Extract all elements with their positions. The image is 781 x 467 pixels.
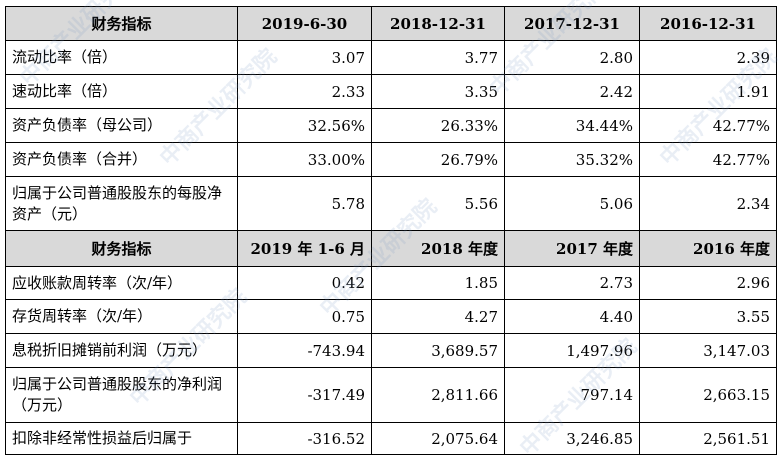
row-label: 速动比率（倍） bbox=[5, 74, 238, 109]
value-cell: 3,689.57 bbox=[371, 333, 505, 368]
table-row: 归属于公司普通股股东的每股净资产（元） 5.78 5.56 5.06 2.34 bbox=[5, 176, 777, 231]
table-row: 归属于公司普通股股东的净利润（万元） -317.49 2,811.66 797.… bbox=[5, 367, 777, 423]
value-cell: 4.27 bbox=[371, 299, 505, 334]
value-cell: 3.77 bbox=[371, 40, 505, 75]
value-cell: 3.35 bbox=[371, 74, 505, 109]
header-cell: 2018-12-31 bbox=[371, 6, 505, 41]
financial-indicators-table: 财务指标 2019-6-30 2018-12-31 2017-12-31 201… bbox=[5, 6, 777, 455]
value-cell: 3.07 bbox=[237, 40, 372, 75]
table-row: 息税折旧摊销前利润（万元） -743.94 3,689.57 1,497.96 … bbox=[5, 333, 777, 368]
table-row: 资产负债率（合并） 33.00% 26.79% 35.32% 42.77% bbox=[5, 142, 777, 177]
header-cell: 2016 年度 bbox=[639, 230, 777, 267]
header-cell: 2019 年 1-6 月 bbox=[237, 230, 372, 267]
value-cell: 797.14 bbox=[504, 367, 640, 423]
value-cell: 2,663.15 bbox=[639, 367, 777, 423]
value-cell: 5.56 bbox=[371, 176, 505, 231]
table-row: 资产负债率（母公司） 32.56% 26.33% 34.44% 42.77% bbox=[5, 108, 777, 143]
table-row: 应收账款周转率（次/年） 0.42 1.85 2.73 2.96 bbox=[5, 266, 777, 300]
value-cell: 3.55 bbox=[639, 299, 777, 334]
value-cell: 2.42 bbox=[504, 74, 640, 109]
value-cell: 2.33 bbox=[237, 74, 372, 109]
table-row: 存货周转率（次/年） 0.75 4.27 4.40 3.55 bbox=[5, 299, 777, 334]
row-label: 资产负债率（母公司） bbox=[5, 108, 238, 143]
value-cell: 5.78 bbox=[237, 176, 372, 231]
row-label: 资产负债率（合并） bbox=[5, 142, 238, 177]
value-cell: -743.94 bbox=[237, 333, 372, 368]
header-cell: 2019-6-30 bbox=[237, 6, 372, 41]
value-cell: 1,497.96 bbox=[504, 333, 640, 368]
value-cell: 5.06 bbox=[504, 176, 640, 231]
value-cell: 3,147.03 bbox=[639, 333, 777, 368]
row-label: 息税折旧摊销前利润（万元） bbox=[5, 333, 238, 368]
table-row: 扣除非经常性损益后归属于 -316.52 2,075.64 3,246.85 2… bbox=[5, 422, 777, 455]
value-cell: -316.52 bbox=[237, 422, 372, 455]
table-header-row: 财务指标 2019 年 1-6 月 2018 年度 2017 年度 2016 年… bbox=[5, 230, 777, 267]
value-cell: 2.80 bbox=[504, 40, 640, 75]
value-cell: 1.85 bbox=[371, 266, 505, 300]
value-cell: 32.56% bbox=[237, 108, 372, 143]
value-cell: 42.77% bbox=[639, 108, 777, 143]
value-cell: 2,561.51 bbox=[639, 422, 777, 455]
value-cell: 2,075.64 bbox=[371, 422, 505, 455]
value-cell: 3,246.85 bbox=[504, 422, 640, 455]
value-cell: 42.77% bbox=[639, 142, 777, 177]
value-cell: 2.34 bbox=[639, 176, 777, 231]
row-label: 流动比率（倍） bbox=[5, 40, 238, 75]
value-cell: 35.32% bbox=[504, 142, 640, 177]
table-row: 流动比率（倍） 3.07 3.77 2.80 2.39 bbox=[5, 40, 777, 75]
row-label: 应收账款周转率（次/年） bbox=[5, 266, 238, 300]
row-label: 归属于公司普通股股东的净利润（万元） bbox=[5, 367, 238, 423]
header-label: 财务指标 bbox=[5, 6, 238, 41]
table-header-row: 财务指标 2019-6-30 2018-12-31 2017-12-31 201… bbox=[5, 6, 777, 41]
value-cell: 2.96 bbox=[639, 266, 777, 300]
value-cell: 1.91 bbox=[639, 74, 777, 109]
row-label: 存货周转率（次/年） bbox=[5, 299, 238, 334]
value-cell: 26.33% bbox=[371, 108, 505, 143]
value-cell: 26.79% bbox=[371, 142, 505, 177]
value-cell: 2,811.66 bbox=[371, 367, 505, 423]
header-cell: 2017 年度 bbox=[504, 230, 640, 267]
header-cell: 2018 年度 bbox=[371, 230, 505, 267]
header-cell: 2016-12-31 bbox=[639, 6, 777, 41]
header-label: 财务指标 bbox=[5, 230, 238, 267]
value-cell: 2.73 bbox=[504, 266, 640, 300]
value-cell: 4.40 bbox=[504, 299, 640, 334]
row-label: 扣除非经常性损益后归属于 bbox=[5, 422, 238, 455]
value-cell: 2.39 bbox=[639, 40, 777, 75]
value-cell: 0.42 bbox=[237, 266, 372, 300]
row-label: 归属于公司普通股股东的每股净资产（元） bbox=[5, 176, 238, 231]
value-cell: 0.75 bbox=[237, 299, 372, 334]
value-cell: 33.00% bbox=[237, 142, 372, 177]
header-cell: 2017-12-31 bbox=[504, 6, 640, 41]
table-row: 速动比率（倍） 2.33 3.35 2.42 1.91 bbox=[5, 74, 777, 109]
value-cell: 34.44% bbox=[504, 108, 640, 143]
value-cell: -317.49 bbox=[237, 367, 372, 423]
